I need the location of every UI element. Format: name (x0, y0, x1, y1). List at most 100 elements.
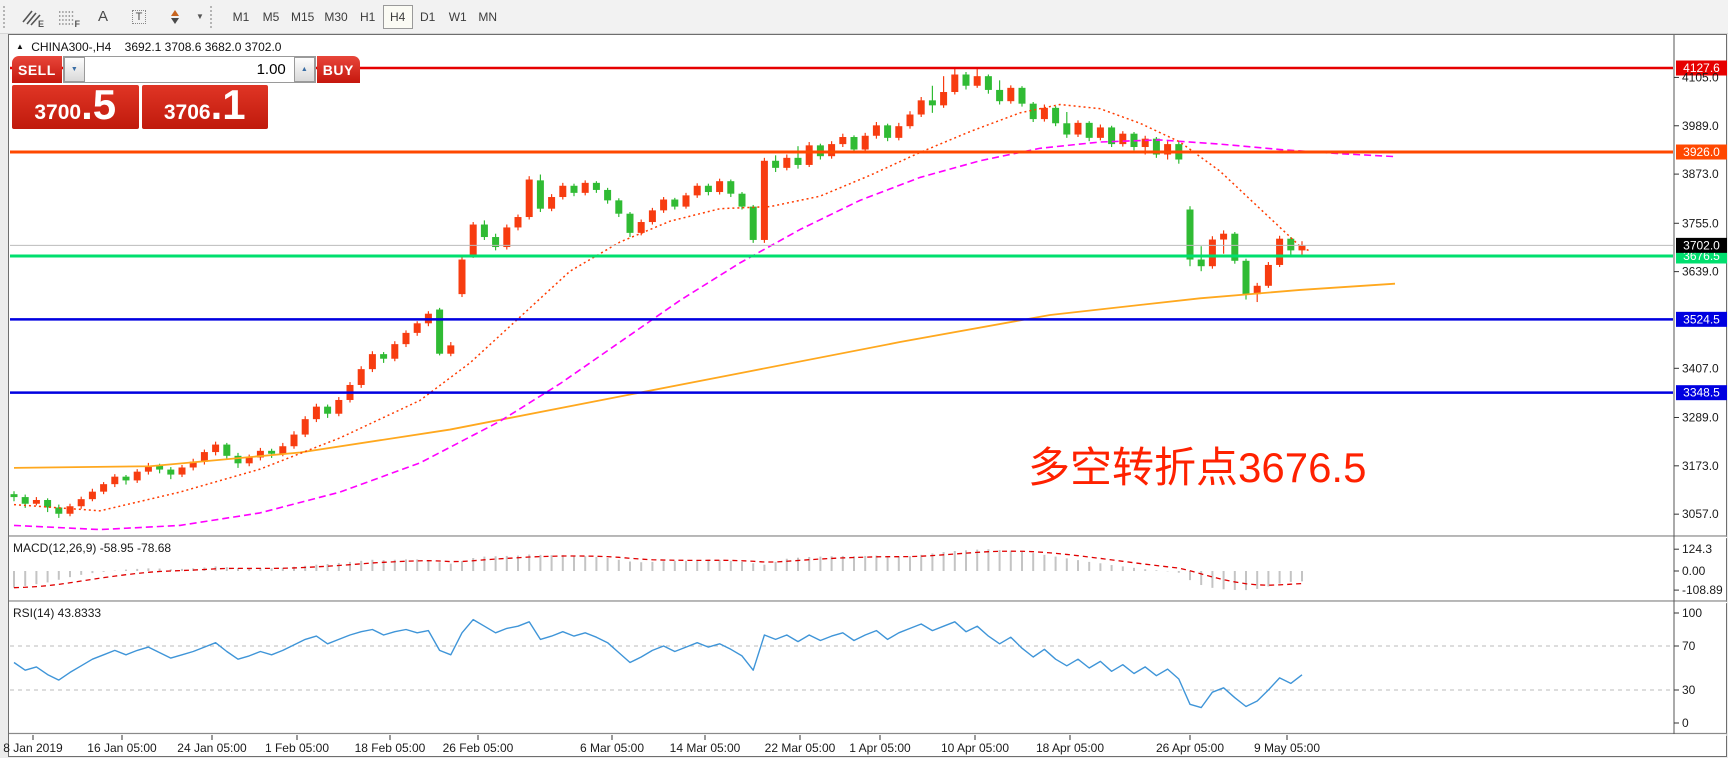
candle (44, 499, 52, 508)
price-tick-label: 3639.0 (1682, 265, 1719, 279)
candle (492, 237, 500, 248)
candle (413, 323, 421, 333)
candle (480, 224, 488, 238)
timeframe-button-h4[interactable]: H4 (382, 4, 413, 29)
sell-price-main: 3700 (34, 101, 82, 124)
level-badge-text: 3926.0 (1683, 145, 1720, 159)
candle (1040, 107, 1048, 120)
sell-button[interactable]: SELL (12, 56, 62, 83)
text-box-button[interactable]: T (123, 4, 155, 30)
text-box-icon: T (131, 9, 147, 24)
candle (1276, 238, 1284, 265)
candle (200, 452, 208, 462)
candle (1231, 233, 1239, 261)
candle (503, 227, 511, 248)
timeframe-button-d1[interactable]: D1 (413, 5, 443, 29)
candle (604, 189, 612, 201)
rsi-line (13, 618, 1303, 709)
candle (391, 344, 399, 359)
candle (1264, 264, 1272, 286)
candle (1029, 103, 1037, 120)
timeframe-button-h1[interactable]: H1 (353, 5, 383, 29)
candle (592, 182, 600, 190)
candle (1074, 122, 1082, 135)
candle (671, 199, 679, 207)
candle (212, 444, 220, 453)
arrange-button[interactable] (159, 4, 191, 30)
volume-increase-button[interactable]: ▲ (293, 57, 315, 82)
ohlc-quotes: 3692.1 3708.6 3682.0 3702.0 (124, 40, 282, 54)
level-badge-text: 3524.5 (1683, 312, 1720, 326)
grid-badge: F (74, 18, 81, 29)
candle (536, 180, 544, 209)
candle (368, 354, 376, 370)
one-click-trading-panel: SELL ▼ ▲ BUY 3700 .5 3706 .1 (12, 56, 360, 129)
time-tick-label: 6 Mar 05:00 (580, 741, 644, 755)
toolbar-separator-grip[interactable] (210, 5, 217, 28)
candle (850, 137, 858, 150)
sell-price-box[interactable]: 3700 .5 (12, 84, 139, 129)
candle (1197, 259, 1205, 267)
grid-button[interactable]: F (51, 4, 83, 30)
candle (839, 137, 847, 145)
price-tick-label: 3989.0 (1682, 119, 1719, 133)
level-badge-text: 4127.6 (1683, 61, 1720, 75)
collapse-panel-icon[interactable]: ▲ (16, 42, 24, 51)
candle (1253, 285, 1261, 295)
timeframe-button-m30[interactable]: M30 (319, 5, 352, 29)
time-tick-label: 26 Apr 05:00 (1156, 741, 1224, 755)
timeframe-button-mn[interactable]: MN (473, 5, 503, 29)
toolbar-grip[interactable] (3, 5, 10, 28)
candle (884, 125, 892, 138)
candle (615, 200, 623, 214)
candle (335, 399, 343, 414)
timeframe-button-m15[interactable]: M15 (286, 5, 319, 29)
rsi-tick-label: 70 (1682, 639, 1696, 653)
candle (178, 467, 186, 475)
timeframe-button-m5[interactable]: M5 (256, 5, 286, 29)
time-tick-label: 14 Mar 05:00 (670, 741, 741, 755)
time-tick-label: 16 Jan 05:00 (87, 741, 157, 755)
candle (805, 145, 813, 165)
buy-price-box[interactable]: 3706 .1 (141, 84, 268, 129)
candle (716, 181, 724, 193)
text-label-button[interactable]: A (87, 4, 119, 30)
macd-tick-label: 124.3 (1682, 542, 1712, 556)
candle (996, 89, 1004, 102)
candle (861, 135, 869, 150)
rsi-tick-label: 100 (1682, 606, 1702, 620)
rsi-label: RSI(14) 43.8333 (13, 606, 102, 620)
time-tick-label: 1 Apr 05:00 (849, 741, 911, 755)
timeframe-button-m1[interactable]: M1 (226, 5, 256, 29)
price-tick-label: 4105.0 (1682, 70, 1719, 84)
ma-fast-line (13, 103, 1311, 512)
timeframe-button-w1[interactable]: W1 (443, 5, 473, 29)
current-price-badge-text: 3702.0 (1683, 238, 1720, 252)
buy-button[interactable]: BUY (316, 56, 360, 83)
arrange-dropdown-caret[interactable]: ▼ (193, 4, 207, 30)
candle (749, 206, 757, 240)
volume-input[interactable] (84, 57, 294, 82)
level-badge (1676, 385, 1727, 401)
volume-decrease-button[interactable]: ▼ (63, 57, 85, 82)
time-tick-label: 9 May 05:00 (1254, 741, 1320, 755)
candle (256, 450, 264, 458)
candle (1186, 209, 1194, 260)
current-price-badge (1676, 237, 1727, 253)
candle (111, 476, 119, 485)
candle (962, 74, 970, 86)
line-studies-button[interactable]: E (15, 4, 47, 30)
macd-label: MACD(12,26,9) -58.95 -78.68 (13, 541, 172, 555)
candle (760, 160, 768, 240)
candle (727, 181, 735, 194)
candle (570, 185, 578, 193)
time-tick-label: 10 Apr 05:00 (941, 741, 1009, 755)
ma-mid-line (13, 139, 1396, 531)
macd-signal-line (13, 550, 1303, 589)
candle (357, 369, 365, 385)
volume-box: ▼ ▲ (62, 56, 316, 83)
candle (167, 469, 175, 475)
candle (772, 160, 780, 168)
candle (1085, 122, 1093, 138)
